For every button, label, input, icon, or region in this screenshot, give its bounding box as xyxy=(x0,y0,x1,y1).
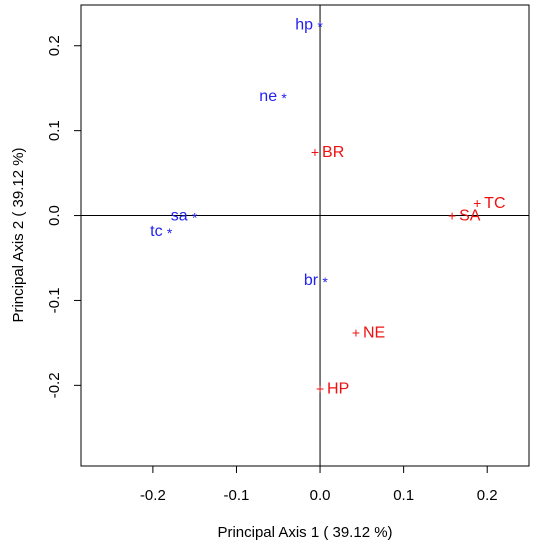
point-label-tc-row: tc xyxy=(150,223,162,240)
y-tick-label: -0.2 xyxy=(46,372,63,398)
point-label-ne-col: NE xyxy=(363,325,385,342)
x-tick-label: 0.2 xyxy=(477,487,498,504)
point-label-br-row: br xyxy=(304,272,319,289)
point-label-br-col: BR xyxy=(322,144,344,161)
point-marker-br-row: * xyxy=(322,274,328,290)
x-tick-label: -0.1 xyxy=(224,487,250,504)
y-tick-label: 0.1 xyxy=(46,120,63,141)
point-marker-br-col: + xyxy=(311,144,319,160)
point-label-ne-row: ne xyxy=(259,88,277,105)
x-tick-label: 0.0 xyxy=(310,487,331,504)
y-tick-label: -0.1 xyxy=(46,288,63,314)
point-marker-tc-row: * xyxy=(167,225,173,241)
point-label-sa-col: SA xyxy=(459,208,481,225)
point-label-hp-col: HP xyxy=(327,381,349,398)
point-marker-sa-col: + xyxy=(448,208,456,224)
x-axis-title: Principal Axis 1 ( 39.12 %) xyxy=(217,524,392,541)
x-axis: -0.2 -0.1 0.0 0.1 0.2 xyxy=(140,465,498,504)
point-label-sa-row: sa xyxy=(171,208,188,225)
point-label-tc-col: TC xyxy=(484,195,505,212)
reference-lines xyxy=(81,5,529,466)
x-tick-label: 0.1 xyxy=(393,487,414,504)
y-tick-label: 0.0 xyxy=(46,205,63,226)
point-marker-hp-row: * xyxy=(317,19,323,35)
y-axis: -0.2 -0.1 0.0 0.1 0.2 xyxy=(46,35,82,398)
point-marker-tc-col: + xyxy=(473,195,481,211)
point-label-hp-row: hp xyxy=(295,17,313,34)
y-axis-title: Principal Axis 2 ( 39.12 %) xyxy=(10,147,27,322)
x-tick-label: -0.2 xyxy=(140,487,166,504)
point-marker-sa-row: * xyxy=(192,210,198,226)
point-marker-ne-row: * xyxy=(281,90,287,106)
y-tick-label: 0.2 xyxy=(46,35,63,56)
data-points: *hp*ne*sa*tc*br+ BR+ TC+ SA+ NE+ HP xyxy=(150,17,505,398)
point-marker-ne-col: + xyxy=(352,325,360,341)
plot-frame xyxy=(80,4,530,467)
point-marker-hp-col: + xyxy=(316,381,324,397)
